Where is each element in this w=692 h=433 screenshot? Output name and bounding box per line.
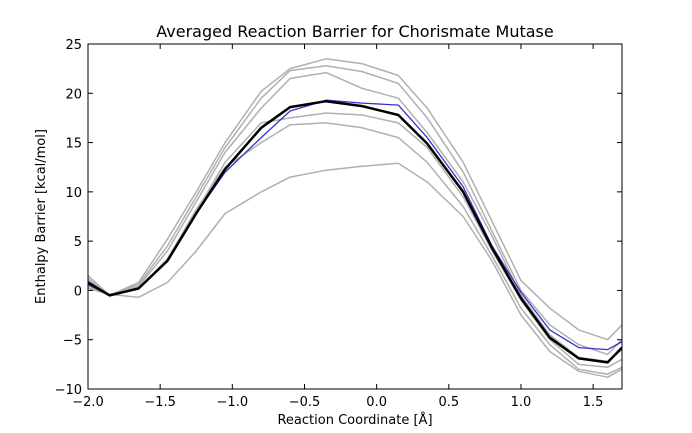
y-tick-label: −5 (63, 334, 82, 349)
x-tick-label: −0.5 (289, 395, 321, 410)
series-line-blue-trajectory (88, 99, 622, 351)
y-tick-label: 10 (65, 186, 82, 201)
series-line-trajectory-1 (88, 58, 622, 341)
x-tick-label: 0.5 (438, 395, 459, 410)
series-line-trajectory-4 (88, 112, 622, 369)
tick-layer: −2.0 −1.5 −1.0 −0.5 0.0 0.5 1.0 1.5 −10 −5 0 5 10 15 2… (55, 38, 622, 410)
y-tick-label: 20 (65, 87, 82, 102)
y-tick-label: 15 (65, 137, 82, 152)
y-tick-label: 0 (74, 284, 82, 299)
x-tick-label: −2.0 (72, 395, 104, 410)
series-line-average (88, 99, 622, 364)
plot-frame (87, 43, 623, 390)
x-tick-label: 1.5 (583, 395, 604, 410)
x-tick-label: −1.5 (144, 395, 176, 410)
series-line-trajectory-3 (88, 71, 622, 363)
y-tick-label: 5 (74, 235, 82, 250)
y-tick-label: −10 (55, 383, 82, 398)
x-tick-label: 0.0 (366, 395, 387, 410)
series-layer (88, 58, 622, 378)
x-tick-label: 1.0 (511, 395, 532, 410)
chart-title: Averaged Reaction Barrier for Chorismate… (156, 22, 553, 41)
series-line-trajectory-6 (88, 162, 622, 378)
series-line-trajectory-2 (88, 64, 622, 356)
y-tick-label: 25 (65, 38, 82, 53)
x-axis-label: Reaction Coordinate [Å] (277, 412, 432, 428)
x-tick-label: −1.0 (217, 395, 249, 410)
y-axis-label: Enthalpy Barrier [kcal/mol] (34, 129, 49, 304)
